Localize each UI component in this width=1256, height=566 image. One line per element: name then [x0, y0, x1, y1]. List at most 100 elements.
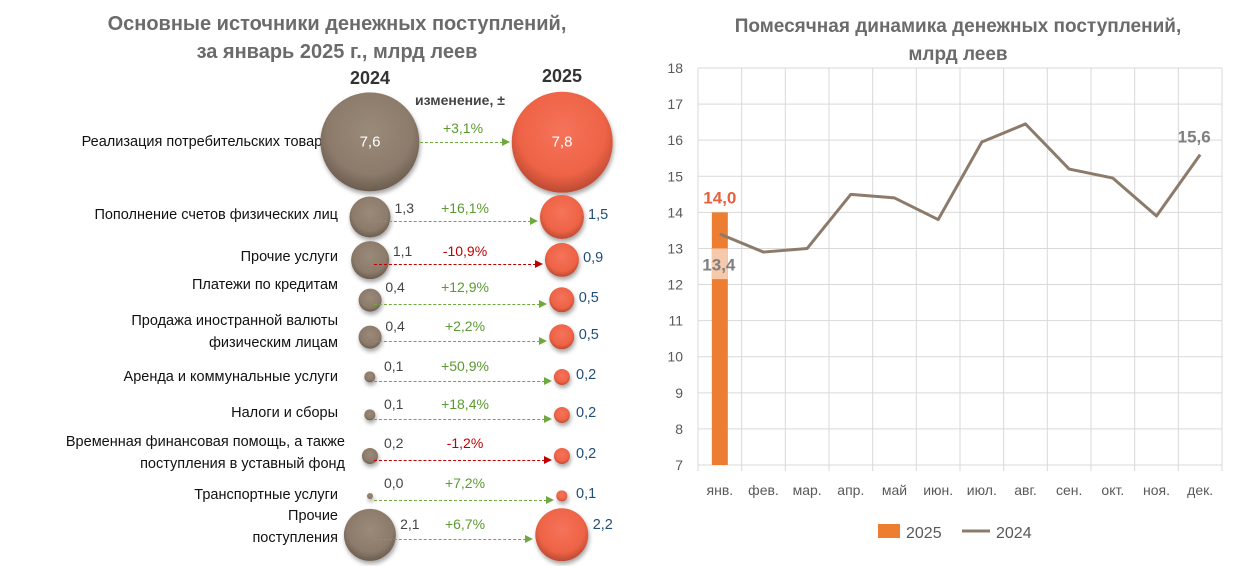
change-value: +12,9% [441, 279, 489, 295]
y-tick-label: 12 [667, 277, 683, 293]
source-label: Аренда и коммунальные услуги [123, 369, 338, 385]
bubble-2025 [539, 194, 585, 240]
x-tick-label: окт. [1101, 482, 1124, 498]
value-2025: 0,2 [576, 367, 597, 383]
value-2025: 0,2 [576, 405, 597, 421]
value-2024: 0,4 [385, 279, 405, 295]
source-label: Прочие поступления [252, 508, 338, 546]
change-arrow-icon [374, 217, 538, 225]
chart-title-line1: Помесячная динамика денежных поступлений… [734, 16, 1182, 37]
bubble-2025 [544, 242, 580, 278]
bubble-2025 [549, 287, 575, 313]
bubble-2024 [351, 241, 389, 279]
y-tick-label: 17 [667, 96, 683, 112]
value-2024: 2,1 [400, 516, 420, 532]
y-tick-label: 7 [675, 457, 683, 473]
y-tick-label: 15 [667, 168, 683, 184]
value-2024: 0,0 [384, 475, 404, 491]
change-value: +6,7% [444, 516, 486, 532]
x-tick-label: янв. [707, 482, 734, 498]
source-label: Продажа иностранной валюты физическим ли… [131, 313, 338, 351]
year-2024-header: 2024 [349, 68, 391, 88]
value-2024: 0,1 [384, 358, 404, 374]
value-2024: 0,1 [384, 396, 404, 412]
change-arrow-icon [374, 415, 552, 423]
change-arrow-icon [374, 456, 552, 464]
x-tick-label: июл. [967, 482, 997, 498]
value-2024: 1,3 [394, 200, 414, 216]
change-arrow-icon [374, 300, 548, 308]
y-tick-label: 11 [668, 313, 683, 329]
source-label: Налоги и сборы [231, 405, 338, 421]
bubble-2025 [553, 368, 571, 386]
bubble-2025 [553, 447, 571, 465]
left-title-line2: за январь 2025 г., млрд леев [196, 41, 478, 63]
y-tick-label: 8 [675, 421, 683, 437]
value-2025: 7,8 [551, 133, 573, 151]
x-tick-label: ноя. [1143, 482, 1170, 498]
change-value: +3,1% [442, 120, 484, 136]
line-2024 [719, 122, 1202, 254]
x-tick-label: фев. [748, 482, 779, 498]
bubble-2024 [364, 409, 376, 421]
chart-title: Помесячная динамика денежных поступлений… [680, 13, 1236, 69]
year-2025-header: 2025 [541, 66, 583, 86]
y-tick-label: 18 [667, 60, 683, 76]
bubble-2024 [367, 493, 373, 499]
y-tick-label: 9 [675, 385, 683, 401]
change-arrow-icon [374, 496, 555, 504]
change-value: +18,4% [441, 396, 489, 412]
x-tick-label: дек. [1187, 482, 1213, 498]
bubble-2024 [364, 371, 376, 383]
value-2024: 7,6 [359, 133, 381, 151]
data-label: 13,4 [702, 256, 736, 275]
source-label: Прочие услуги [240, 249, 338, 265]
x-tick-label: сен. [1056, 482, 1082, 498]
value-2024: 0,2 [384, 435, 404, 451]
bubble-2025 [556, 490, 568, 502]
bubble-2024 [343, 508, 397, 562]
change-value: -10,9% [442, 243, 488, 259]
value-2024: 1,1 [392, 243, 413, 259]
value-2024: 0,4 [385, 318, 405, 334]
data-label-background [711, 248, 728, 280]
left-title-line1: Основные источники денежных поступлений, [107, 13, 567, 35]
left-title: Основные источники денежных поступлений,… [20, 10, 654, 66]
change-value: +16,1% [441, 200, 489, 216]
y-tick-label: 10 [667, 349, 683, 365]
change-arrow-icon [420, 138, 510, 146]
value-2025: 2,2 [592, 517, 613, 533]
legend-label-2025: 2025 [906, 525, 942, 542]
change-arrow-icon [374, 535, 534, 543]
y-tick-label: 13 [667, 240, 683, 256]
value-2025: 1,5 [588, 207, 609, 223]
value-2025: 0,2 [576, 446, 597, 462]
x-tick-label: июн. [923, 482, 953, 498]
value-2025: 0,5 [578, 327, 599, 343]
source-label: Реализация потребительских товаров [81, 134, 338, 150]
x-tick-label: май [882, 482, 907, 498]
y-tick-label: 16 [667, 132, 683, 148]
bubble-2024 [320, 92, 420, 192]
bubble-2025 [549, 324, 575, 350]
source-label: Платежи по кредитам [191, 277, 338, 293]
change-value: +50,9% [441, 358, 489, 374]
value-2025: 0,9 [583, 250, 604, 266]
x-tick-label: авг. [1014, 482, 1037, 498]
change-arrow-icon [374, 337, 548, 345]
value-2025: 0,5 [578, 290, 599, 306]
change-value: +2,2% [444, 318, 486, 334]
bubble-2025 [511, 91, 613, 193]
data-label: 14,0 [703, 188, 736, 207]
change-value: +7,2% [444, 475, 486, 491]
bubble-2024 [358, 288, 382, 312]
bubble-2025 [553, 406, 571, 424]
value-2025: 0,1 [576, 486, 597, 502]
bubble-2024 [358, 325, 382, 349]
change-value: -1,2% [446, 435, 484, 451]
change-header: изменение, ± [415, 92, 505, 108]
source-label: Временная финансовая помощь, а также пос… [65, 434, 345, 472]
change-arrow-icon [374, 377, 552, 385]
data-label: 15,6 [1178, 128, 1211, 147]
